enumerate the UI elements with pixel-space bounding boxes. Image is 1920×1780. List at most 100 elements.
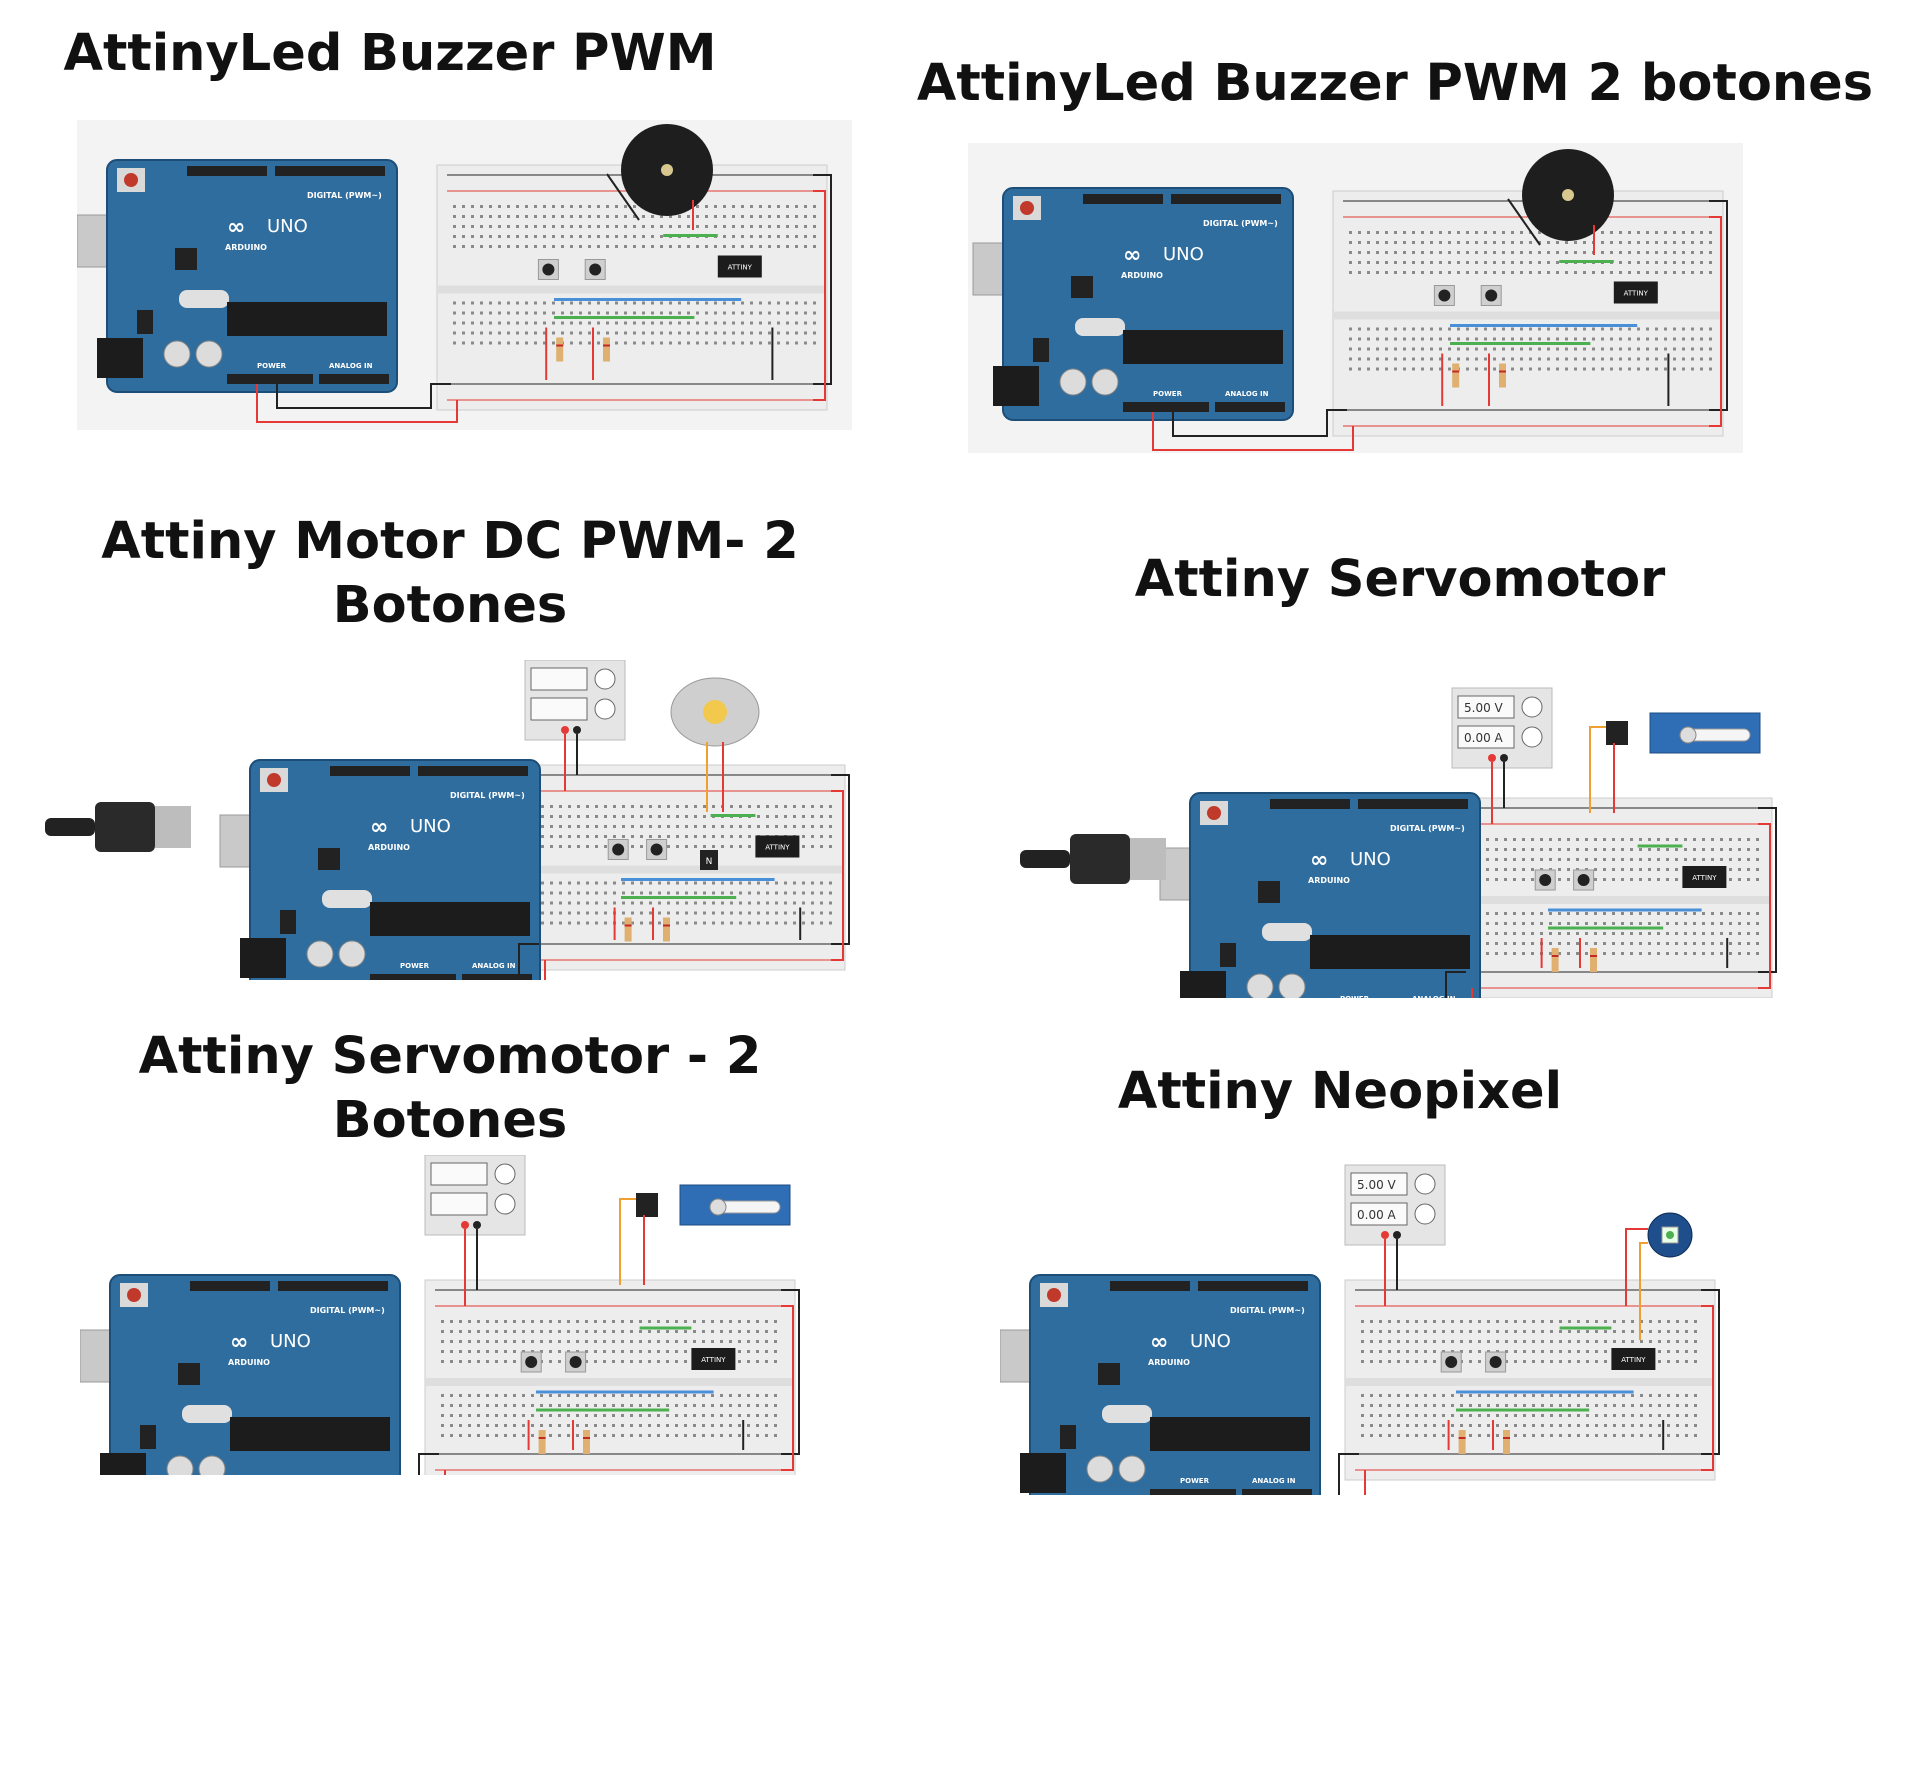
breadboard-hole [1522, 878, 1525, 881]
breadboard-hole [1631, 1404, 1634, 1407]
breadboard-hole [1487, 1424, 1490, 1427]
breadboard-hole [1496, 1434, 1499, 1437]
breadboard-hole [504, 1434, 507, 1437]
breadboard-hole [1460, 1424, 1463, 1427]
breadboard-hole [1376, 327, 1379, 331]
breadboard-hole [1469, 1394, 1472, 1397]
breadboard-hole [1403, 347, 1406, 351]
breadboard-hole [1379, 1414, 1382, 1417]
breadboard-hole [1531, 922, 1534, 925]
breadboard-hole [1504, 912, 1507, 915]
breadboard-hole [1379, 1320, 1382, 1323]
breadboard-hole [1621, 848, 1624, 851]
breadboard-hole [486, 1350, 489, 1353]
breadboard-hole [516, 311, 519, 315]
breadboard-hole [477, 1360, 480, 1363]
breadboard-hole [669, 225, 672, 228]
breadboard-hole [1430, 271, 1433, 274]
breadboard-hole [604, 881, 607, 885]
breadboard-hole [631, 881, 634, 885]
breadboard-hole [516, 321, 519, 325]
breadboard-hole [777, 341, 780, 345]
breadboard-hole [802, 911, 805, 915]
breadboard-hole [784, 921, 787, 925]
breadboard-hole [585, 1414, 588, 1417]
breadboard-hole [579, 311, 582, 315]
power-jack [240, 938, 286, 978]
breadboard-hole [1576, 942, 1579, 945]
breadboard-hole [765, 1394, 768, 1397]
breadboard-hole [666, 1360, 669, 1363]
breadboard-hole [1612, 952, 1615, 955]
breadboard-hole [1676, 1434, 1679, 1437]
breadboard-hole [712, 881, 715, 885]
breadboard-hole [480, 225, 483, 228]
breadboard-hole [768, 205, 771, 208]
breadboard-hole [1684, 932, 1687, 935]
breadboard-hole [1621, 858, 1624, 861]
breadboard-hole [1577, 1414, 1580, 1417]
breadboard-hole [1585, 848, 1588, 851]
capacitor [1086, 1455, 1114, 1483]
breadboard-hole [1358, 337, 1361, 341]
breadboard-hole [1604, 1350, 1607, 1353]
breadboard-hole [795, 311, 798, 315]
breadboard-hole [558, 1414, 561, 1417]
breadboard-hole [1637, 357, 1640, 361]
push-button-cap [650, 843, 663, 856]
breadboard-hole [1640, 1320, 1643, 1323]
breadboard-hole [495, 1330, 498, 1333]
breadboard-hole [759, 215, 762, 218]
breadboard-hole [486, 1340, 489, 1343]
breadboard-hole [459, 1330, 462, 1333]
breadboard-hole [624, 225, 627, 228]
breadboard-hole [1513, 838, 1516, 841]
breadboard-hole [1448, 261, 1451, 264]
breadboard-hole [1622, 1340, 1625, 1343]
breadboard-hole [1549, 942, 1552, 945]
breadboard-hole [1657, 912, 1660, 915]
breadboard-hole [696, 215, 699, 218]
breadboard-hole [561, 225, 564, 228]
breadboard-hole [1457, 271, 1460, 274]
breadboard-hole [550, 825, 553, 828]
breadboard-hole [1648, 878, 1651, 881]
breadboard-hole [549, 1434, 552, 1437]
breadboard-hole [1610, 337, 1613, 341]
breadboard-hole [747, 1340, 750, 1343]
breadboard-hole [1595, 1434, 1598, 1437]
breadboard-hole [756, 1320, 759, 1323]
breadboard-hole [1466, 271, 1469, 274]
breadboard-hole [453, 205, 456, 208]
breadboard-hole [1442, 1394, 1445, 1397]
breadboard-hole [468, 1404, 471, 1407]
breadboard-hole [1367, 261, 1370, 264]
breadboard-hole [486, 1330, 489, 1333]
breadboard-hole [477, 1434, 480, 1437]
breadboard-hole [1448, 337, 1451, 341]
breadboard-hole [829, 845, 832, 848]
breadboard-hole [1720, 942, 1723, 945]
breadboard-hole [1577, 1350, 1580, 1353]
breadboard-hole [1358, 231, 1361, 234]
breadboard-hole [516, 245, 519, 248]
breadboard-hole [759, 235, 762, 238]
breadboard-hole [676, 835, 679, 838]
breadboard-hole [1700, 347, 1703, 351]
breadboard-hole [552, 341, 555, 345]
breadboard-hole [585, 1340, 588, 1343]
breadboard-hole [468, 1424, 471, 1427]
breadboard-hole [669, 215, 672, 218]
breadboard-hole [651, 301, 654, 305]
breadboard-hole [624, 245, 627, 248]
breadboard-hole [768, 331, 771, 335]
breadboard-hole [687, 301, 690, 305]
breadboard-hole [1475, 261, 1478, 264]
breadboard-hole [757, 911, 760, 915]
breadboard-hole [1540, 848, 1543, 851]
breadboard-hole [1466, 327, 1469, 331]
breadboard-hole [1523, 1360, 1526, 1363]
breadboard-hole [1379, 1434, 1382, 1437]
breadboard-hole [597, 205, 600, 208]
circuit-diagram-1: ATTINY DIGITAL (PWM~) ∞ UNO ARDUINO POWER ANAL… [77, 120, 852, 430]
